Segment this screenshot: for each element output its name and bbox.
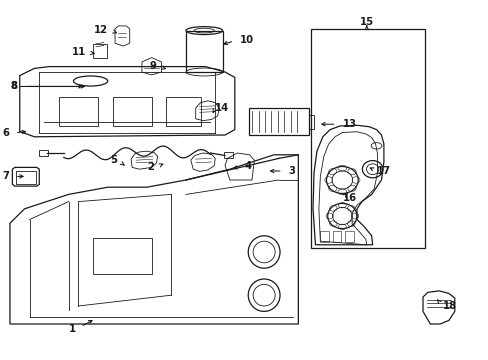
Text: 11: 11 [71,47,85,57]
Text: 7: 7 [2,171,9,181]
Bar [185,31,222,72]
Bar [249,108,308,135]
Text: 3: 3 [288,166,295,176]
Bar [332,231,341,242]
Bar [320,231,328,242]
Text: 8: 8 [10,81,17,91]
Bar [166,97,200,126]
Bar [112,97,151,126]
Text: 15: 15 [359,17,373,27]
Text: 12: 12 [94,24,107,35]
Text: 14: 14 [215,103,229,113]
Text: 13: 13 [342,119,356,129]
Text: 2: 2 [147,162,154,172]
Bar [39,150,48,156]
Bar [310,29,425,248]
Text: 9: 9 [149,60,156,71]
Text: 16: 16 [342,193,356,203]
Bar [93,44,106,58]
Text: 8: 8 [10,81,17,91]
Text: 6: 6 [2,128,9,138]
Bar [344,231,353,242]
Text: 1: 1 [69,324,76,334]
Bar [308,115,313,129]
Text: 17: 17 [376,166,390,176]
Bar [59,97,98,126]
Bar [93,238,151,274]
Text: 18: 18 [442,301,456,311]
Text: 10: 10 [239,35,253,45]
Text: 4: 4 [244,161,251,171]
Bar [224,152,232,158]
Text: 5: 5 [110,155,117,165]
Bar [16,171,36,184]
